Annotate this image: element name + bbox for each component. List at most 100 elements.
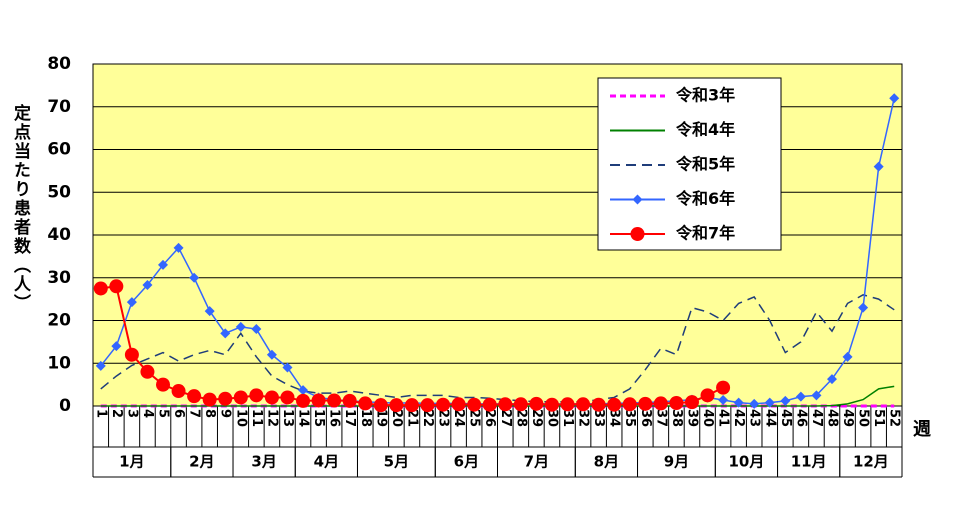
data-point <box>873 161 884 172</box>
x-tick-label: 18 <box>358 409 373 427</box>
x-tick-label: 43 <box>747 409 762 427</box>
data-point <box>280 390 295 405</box>
x-tick-label: 7 <box>187 409 202 418</box>
x-tick-label: 27 <box>498 409 513 427</box>
data-point <box>529 396 544 411</box>
x-tick-label: 29 <box>529 409 544 427</box>
x-tick-label: 50 <box>856 409 871 427</box>
data-point <box>889 93 900 104</box>
data-point <box>171 384 186 399</box>
data-point <box>218 391 233 406</box>
x-tick-label: 24 <box>451 409 466 427</box>
x-tick-label: 10 <box>233 409 248 427</box>
data-point <box>684 395 699 410</box>
data-point <box>342 393 357 408</box>
data-point <box>591 397 606 412</box>
data-point <box>404 398 419 413</box>
data-point <box>795 391 806 402</box>
data-point <box>718 395 729 406</box>
y-tick-label: 60 <box>47 140 71 160</box>
data-point <box>716 380 731 395</box>
x-tick-label: 4 <box>140 409 155 418</box>
data-point <box>187 389 202 404</box>
x-tick-label: 19 <box>373 409 388 427</box>
data-point <box>842 351 853 362</box>
data-point <box>93 281 108 296</box>
month-label: 3月 <box>251 453 276 471</box>
data-point <box>826 374 837 385</box>
month-label: 9月 <box>664 453 689 471</box>
data-point <box>669 396 684 411</box>
data-point <box>749 398 760 409</box>
legend-label: 令和7年 <box>675 224 735 243</box>
x-tick-label: 32 <box>576 409 591 427</box>
x-tick-label: 36 <box>638 409 653 427</box>
month-label: 4月 <box>314 453 339 471</box>
y-tick-label: 50 <box>47 182 71 202</box>
x-tick-label: 42 <box>731 409 746 427</box>
x-tick-label: 44 <box>762 409 777 427</box>
data-point <box>282 362 293 373</box>
x-tick-label: 34 <box>607 409 622 427</box>
data-point <box>358 396 373 411</box>
data-point <box>264 390 279 405</box>
month-label: 1月 <box>119 453 144 471</box>
x-tick-label: 21 <box>404 409 419 427</box>
x-tick-label: 5 <box>156 409 171 418</box>
x-tick-label: 17 <box>342 409 357 427</box>
data-point <box>653 396 668 411</box>
x-tick-label: 31 <box>560 409 575 427</box>
data-point <box>311 393 326 408</box>
x-tick-label: 2 <box>109 409 124 418</box>
data-point <box>858 302 869 313</box>
data-point <box>764 397 775 408</box>
x-tick-label: 3 <box>124 409 139 418</box>
data-point <box>544 397 559 412</box>
x-axis-label: 週 <box>913 419 931 440</box>
month-label: 11月 <box>791 453 827 471</box>
month-label: 10月 <box>728 453 764 471</box>
month-label: 7月 <box>524 453 549 471</box>
x-tick-label: 51 <box>871 409 886 427</box>
data-point <box>109 279 124 294</box>
data-point <box>220 328 231 339</box>
x-tick-label: 16 <box>327 409 342 427</box>
legend-label: 令和6年 <box>675 189 735 208</box>
legend-label: 令和3年 <box>675 86 735 105</box>
x-tick-label: 47 <box>809 409 824 427</box>
x-tick-label: 22 <box>420 409 435 427</box>
x-tick-label: 6 <box>171 409 186 418</box>
y-axis-label: 定点当たり患者数（人） <box>10 103 32 313</box>
legend-marker <box>632 194 643 205</box>
data-point <box>266 349 277 360</box>
series-line <box>100 294 895 403</box>
legend-label: 令和5年 <box>675 155 735 174</box>
data-point <box>436 397 451 412</box>
data-point <box>202 392 217 407</box>
data-point <box>251 324 262 335</box>
data-point <box>373 398 388 413</box>
month-label: 2月 <box>189 453 214 471</box>
data-point <box>513 397 528 412</box>
data-point <box>233 390 248 405</box>
y-tick-label: 30 <box>47 268 71 288</box>
y-tick-label: 70 <box>47 97 71 117</box>
x-tick-label: 13 <box>280 409 295 427</box>
x-tick-label: 8 <box>202 409 217 418</box>
x-tick-label: 41 <box>716 409 731 427</box>
data-point <box>156 377 171 392</box>
data-point <box>607 397 622 412</box>
data-point <box>780 395 791 406</box>
x-tick-label: 49 <box>840 409 855 427</box>
legend-label: 令和4年 <box>675 120 735 139</box>
x-tick-label: 33 <box>591 409 606 427</box>
data-point <box>235 321 246 332</box>
data-point <box>126 297 137 308</box>
data-point <box>140 364 155 379</box>
x-tick-label: 52 <box>887 409 902 427</box>
data-point <box>811 390 822 401</box>
legend-marker <box>630 227 645 241</box>
x-tick-label: 23 <box>436 409 451 427</box>
x-tick-label: 15 <box>311 409 326 427</box>
